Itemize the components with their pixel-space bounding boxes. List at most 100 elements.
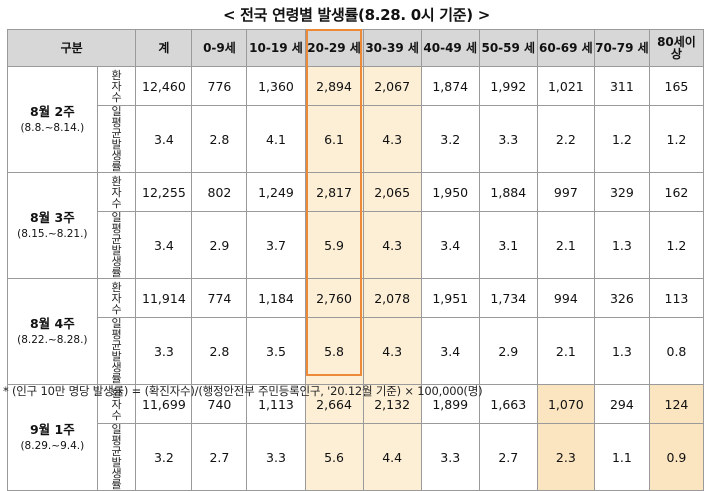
table-row: 일평 균발 생률 3.4 2.9 3.7 5.9 4.3 3.4 3.1 2.1 1.3 1.2 [8, 211, 705, 279]
table-cell: 3.4 [135, 211, 193, 279]
table-cell: 1,951 [420, 278, 480, 318]
header-age-70-79: 70-79 세 [593, 29, 650, 67]
footnote: * (인구 10만 명당 발생률) = (확진자수)/(행정안전부 주민등록인구… [3, 384, 483, 398]
metric-text: 일평 균발 생률 [111, 423, 122, 491]
week-name: 8월 3주 [29, 209, 75, 225]
table-cell: 3.4 [135, 105, 193, 173]
table-cell: 1.3 [593, 317, 650, 385]
table-cell: 1.2 [648, 105, 705, 173]
week-name: 9월 1주 [29, 421, 75, 437]
table-cell: 994 [536, 278, 595, 318]
week-label: 9월 1주 (8.29.~9.4.) [7, 384, 98, 491]
header-age-20-29: 20-29 세 [304, 29, 364, 67]
table-cell: 12,255 [135, 172, 193, 212]
table-cell: 2.8 [191, 105, 248, 173]
table-cell: 4.4 [362, 423, 422, 491]
table-cell: 3.3 [478, 105, 538, 173]
table-cell: 4.3 [362, 105, 422, 173]
week-date-range: (8.29.~9.4.) [20, 439, 85, 452]
week-date-range: (8.22.~8.28.) [17, 333, 88, 346]
table-cell: 2,760 [304, 278, 364, 318]
table-cell: 5.8 [304, 317, 364, 385]
table-cell: 1.1 [593, 423, 650, 491]
header-category: 구분 [6, 29, 137, 67]
metric-patients-label: 환자 수 [96, 278, 137, 318]
table-cell: 4.3 [362, 317, 422, 385]
metric-text: 일평 균발 생률 [111, 211, 122, 279]
week-date-range: (8.8.~8.14.) [20, 121, 85, 134]
table-cell: 1,663 [478, 384, 538, 424]
table-cell: 1,884 [478, 172, 538, 212]
table-cell: 1,874 [420, 66, 480, 106]
metric-patients-label: 환자 수 [96, 172, 137, 212]
metric-avg-rate-label: 일평 균발 생률 [96, 317, 137, 385]
table-cell: 2,078 [362, 278, 422, 318]
table-cell: 162 [648, 172, 705, 212]
table-cell: 2.1 [536, 317, 595, 385]
header-total: 계 [135, 29, 193, 67]
table-cell: 774 [191, 278, 248, 318]
table-cell: 3.3 [246, 423, 306, 491]
table-cell: 3.2 [420, 105, 480, 173]
header-age-30-39: 30-39 세 [362, 29, 422, 67]
table-cell: 802 [191, 172, 248, 212]
metric-text: 환자 수 [111, 280, 122, 316]
table-cell: 5.6 [304, 423, 364, 491]
table-cell: 12,460 [135, 66, 193, 106]
table-cell: 1,360 [246, 66, 306, 106]
metric-text: 일평 균발 생률 [111, 105, 122, 173]
table-row: 8월 2주 (8.8.~8.14.) 환자 수 12,460 776 1,360 2,894… [7, 66, 705, 173]
table-row: 일평 균발 생률 3.2 2.7 3.3 5.6 4.4 3.3 2.7 2.3 1.1 0.9 [8, 423, 705, 491]
metric-avg-rate-label: 일평 균발 생률 [96, 423, 137, 491]
table-cell: 2,067 [362, 66, 422, 106]
week-label: 8월 3주 (8.15.~8.21.) [7, 172, 98, 279]
metric-text: 일평 균발 생률 [111, 317, 122, 385]
table-cell: 1,184 [246, 278, 306, 318]
table-row: 8월 4주 (8.22.~8.28.) 환자 수 11,914 774 1,184 2,76… [7, 278, 705, 385]
table-cell: 3.4 [420, 317, 480, 385]
table-cell: 5.9 [304, 211, 364, 279]
metric-text: 환자 수 [111, 68, 122, 104]
header-age-60-69: 60-69 세 [536, 29, 595, 67]
table-cell: 3.1 [478, 211, 538, 279]
table-cell: 3.4 [420, 211, 480, 279]
header-age-80-plus: 80세이 상 [648, 29, 705, 67]
header-age-40-49: 40-49 세 [420, 29, 480, 67]
table-cell: 2.2 [536, 105, 595, 173]
table-cell: 3.3 [135, 317, 193, 385]
table-cell: 311 [593, 66, 650, 106]
table-cell: 4.1 [246, 105, 306, 173]
table-cell: 1,734 [478, 278, 538, 318]
table-cell: 2.9 [478, 317, 538, 385]
table-cell: 0.9 [648, 423, 705, 491]
table-cell: 6.1 [304, 105, 364, 173]
table-cell: 3.3 [420, 423, 480, 491]
header-age-0-9: 0-9세 [191, 29, 248, 67]
week-label: 8월 4주 (8.22.~8.28.) [7, 278, 98, 385]
table-cell: 997 [536, 172, 595, 212]
metric-patients-label: 환자 수 [96, 66, 137, 106]
table-cell: 1,070 [536, 384, 595, 424]
table-cell: 1,950 [420, 172, 480, 212]
table-cell: 3.5 [246, 317, 306, 385]
table-cell: 776 [191, 66, 248, 106]
table-title: < 전국 연령별 발생률(8.28. 0시 기준) > [222, 6, 491, 24]
metric-avg-rate-label: 일평 균발 생률 [96, 211, 137, 279]
table-cell: 113 [648, 278, 705, 318]
table-cell: 2,817 [304, 172, 364, 212]
incidence-table: 구분 계 0-9세 10-19 세 20-29 세 30-39 세 40-49 … [6, 29, 705, 491]
table-cell: 1.2 [593, 105, 650, 173]
table-cell: 165 [648, 66, 705, 106]
week-label: 8월 2주 (8.8.~8.14.) [7, 66, 98, 173]
metric-text: 환자 수 [111, 174, 122, 210]
table-cell: 2,894 [304, 66, 364, 106]
table-cell: 329 [593, 172, 650, 212]
table-cell: 3.7 [246, 211, 306, 279]
table-row: 일평 균발 생률 3.4 2.8 4.1 6.1 4.3 3.2 3.3 2.2 1.2 1.2 [8, 105, 705, 173]
week-date-range: (8.15.~8.21.) [17, 227, 88, 240]
table-cell: 2.8 [191, 317, 248, 385]
table-row: 8월 3주 (8.15.~8.21.) 환자 수 12,255 802 1,249 2,81… [7, 172, 705, 279]
table-cell: 4.3 [362, 211, 422, 279]
table-cell: 11,914 [135, 278, 193, 318]
table-cell: 1.3 [593, 211, 650, 279]
